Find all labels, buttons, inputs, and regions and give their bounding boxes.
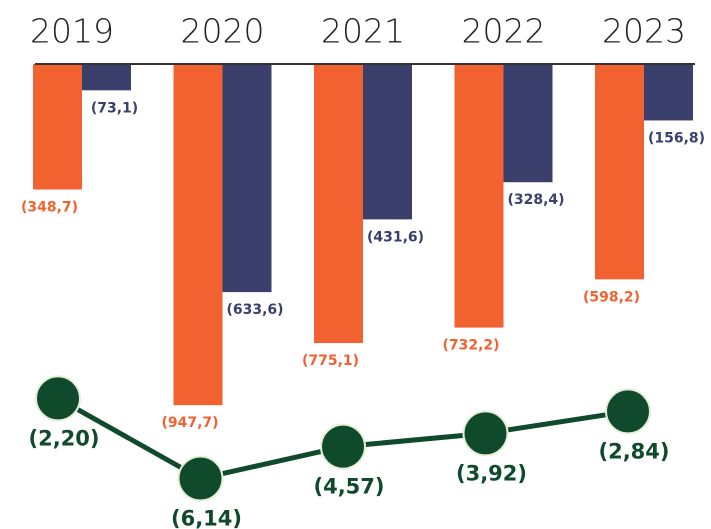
bar	[644, 64, 693, 121]
bar	[503, 64, 553, 183]
bar	[82, 64, 131, 91]
bar-value-label: (775,1)	[302, 353, 359, 369]
bar-value-label: (947,7)	[161, 415, 218, 431]
bar	[595, 64, 644, 280]
line-value-label: (2,20)	[28, 426, 99, 450]
year-label: 2020	[181, 12, 265, 51]
bar-value-label: (328,4)	[507, 192, 564, 208]
bar	[173, 64, 223, 406]
bar	[454, 64, 504, 328]
line-point	[177, 455, 224, 502]
bar-value-label: (156,8)	[648, 130, 705, 146]
bar	[222, 64, 272, 293]
year-label: 2023	[602, 12, 686, 51]
bar-value-label: (732,2)	[442, 338, 499, 354]
bar-value-label: (73,1)	[91, 100, 138, 116]
line-point	[320, 423, 366, 470]
bar	[314, 64, 363, 344]
bar	[363, 64, 412, 220]
bar	[33, 64, 82, 190]
year-label: 2022	[462, 12, 546, 51]
line-point	[605, 388, 651, 435]
year-label: 2021	[321, 12, 405, 51]
bar-value-label: (348,7)	[21, 200, 78, 216]
line-point	[462, 410, 509, 457]
bar-value-label: (431,6)	[367, 229, 424, 245]
line-value-label: (4,57)	[313, 475, 384, 499]
line-value-label: (2,84)	[598, 439, 669, 463]
line-point	[35, 375, 81, 422]
year-label: 2019	[30, 12, 114, 51]
bar-value-label: (598,2)	[583, 289, 640, 305]
line-value-label: (6,14)	[171, 507, 242, 529]
bar-value-label: (633,6)	[226, 302, 283, 318]
line-value-label: (3,92)	[456, 461, 527, 485]
